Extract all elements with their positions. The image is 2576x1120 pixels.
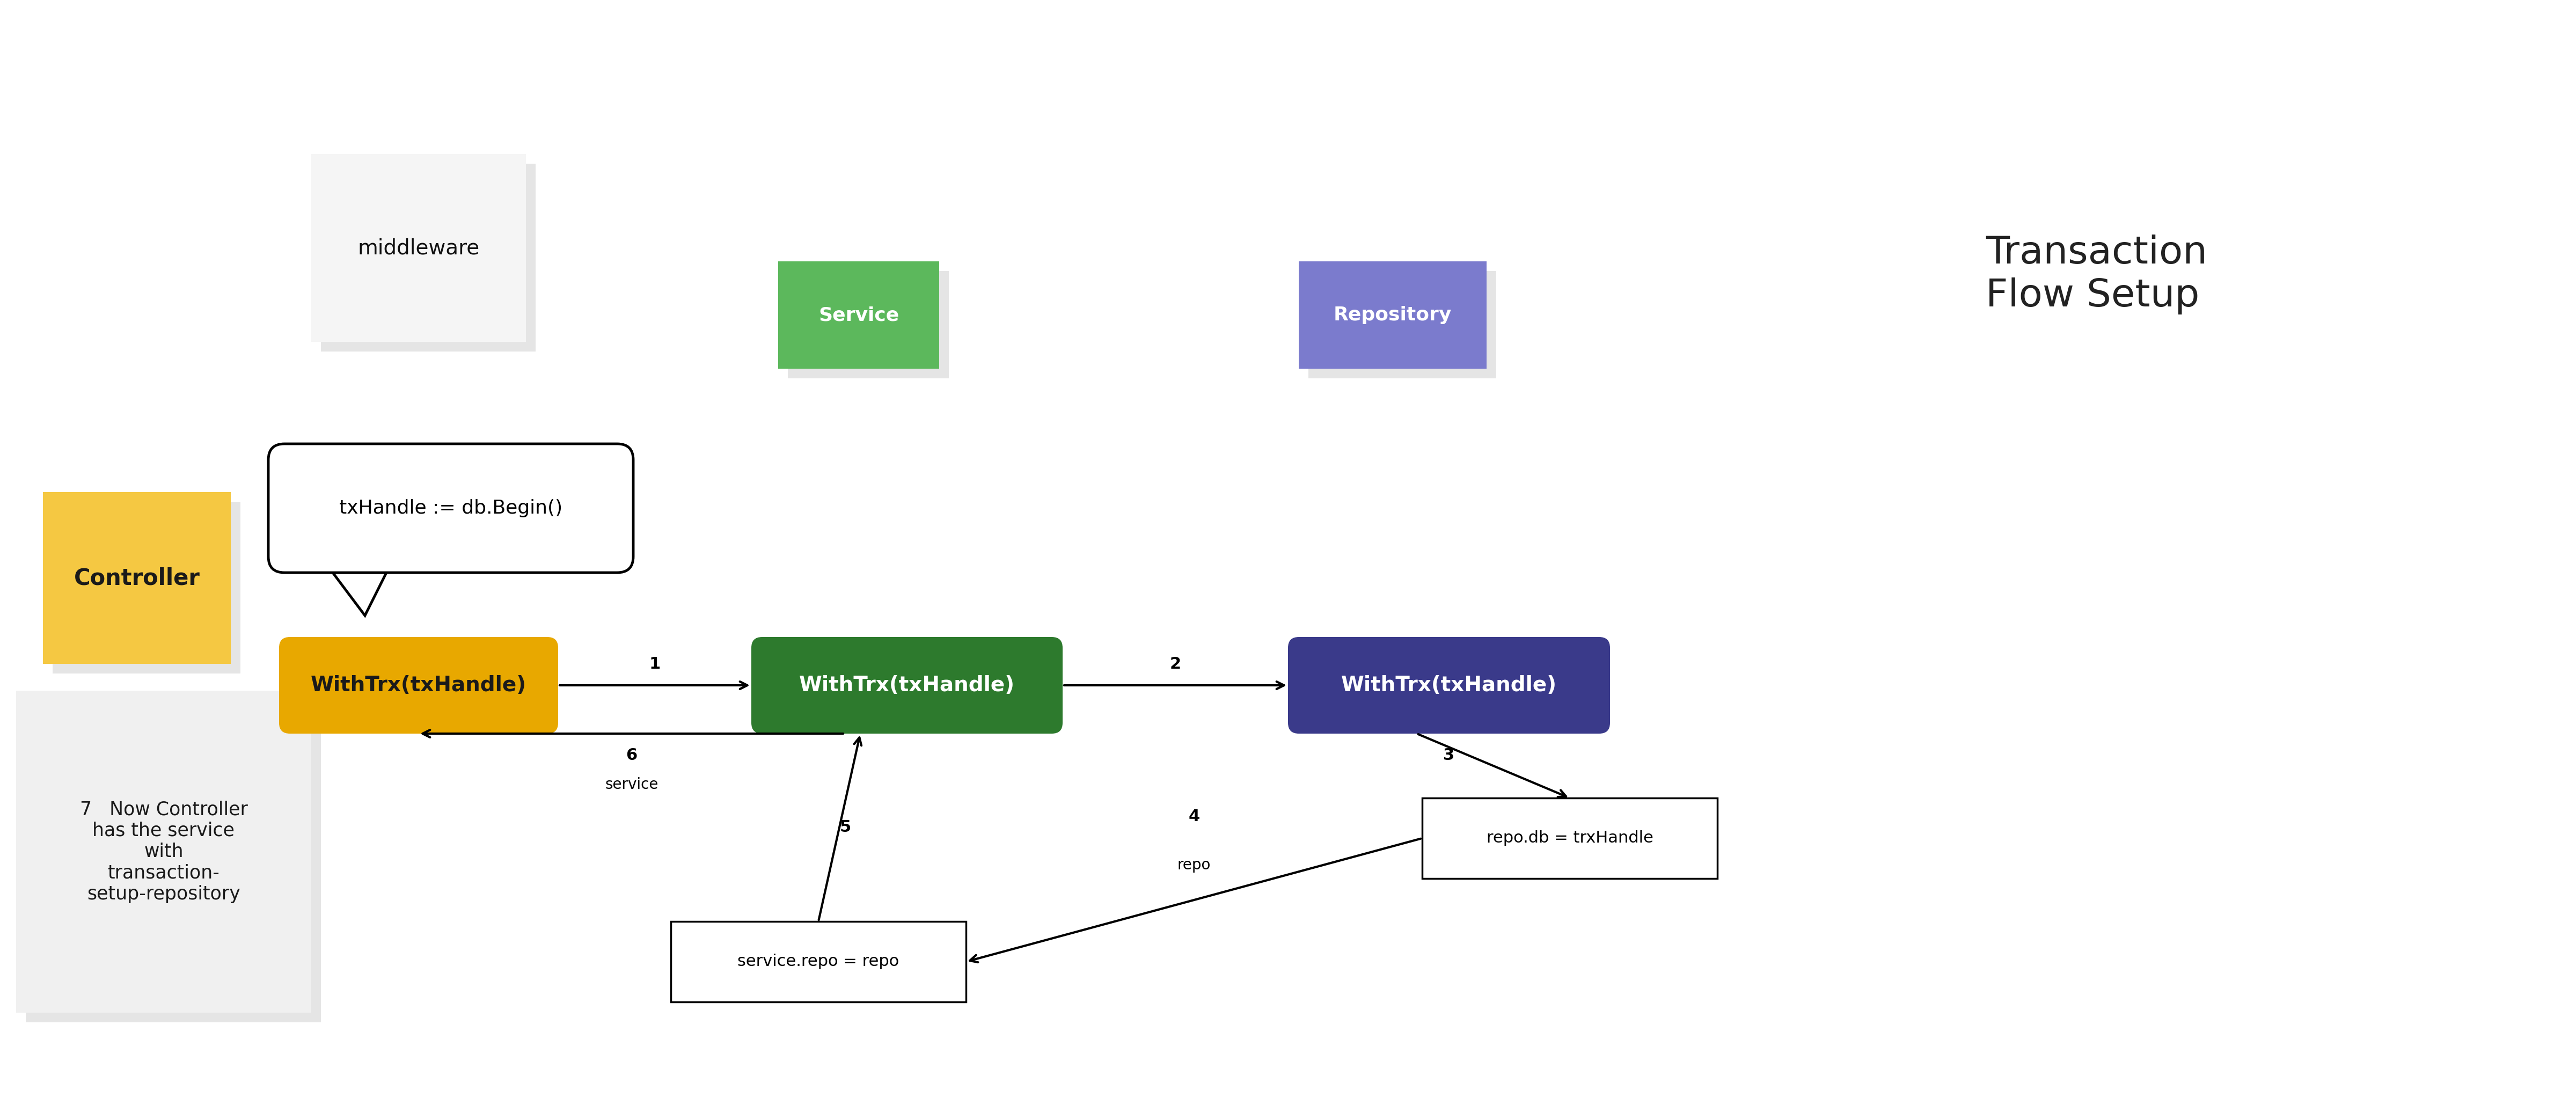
- PathPatch shape: [332, 572, 386, 616]
- FancyBboxPatch shape: [1288, 637, 1610, 734]
- FancyBboxPatch shape: [15, 691, 312, 1012]
- FancyBboxPatch shape: [44, 492, 232, 664]
- Text: WithTrx(txHandle): WithTrx(txHandle): [1342, 675, 1556, 696]
- FancyBboxPatch shape: [268, 444, 634, 572]
- FancyBboxPatch shape: [1298, 261, 1486, 368]
- FancyBboxPatch shape: [788, 271, 948, 379]
- Text: WithTrx(txHandle): WithTrx(txHandle): [799, 675, 1015, 696]
- FancyBboxPatch shape: [278, 637, 559, 734]
- Text: Transaction
Flow Setup: Transaction Flow Setup: [1986, 234, 2208, 315]
- FancyBboxPatch shape: [752, 637, 1064, 734]
- Text: repo.db = trxHandle: repo.db = trxHandle: [1486, 830, 1654, 846]
- Text: service.repo = repo: service.repo = repo: [737, 954, 899, 970]
- FancyBboxPatch shape: [670, 922, 966, 1002]
- Text: 6: 6: [626, 747, 636, 763]
- FancyBboxPatch shape: [1422, 799, 1718, 878]
- Text: 1: 1: [649, 656, 659, 672]
- Text: service: service: [605, 777, 659, 792]
- Text: txHandle := db.Begin(): txHandle := db.Begin(): [340, 500, 562, 517]
- Text: middleware: middleware: [358, 237, 479, 258]
- Text: WithTrx(txHandle): WithTrx(txHandle): [312, 675, 526, 696]
- Text: 2: 2: [1170, 656, 1180, 672]
- FancyBboxPatch shape: [778, 261, 940, 368]
- Text: Repository: Repository: [1334, 306, 1453, 324]
- FancyBboxPatch shape: [1309, 271, 1497, 379]
- Text: 5: 5: [840, 820, 850, 836]
- FancyBboxPatch shape: [322, 164, 536, 352]
- Text: 3: 3: [1443, 747, 1455, 763]
- Text: Service: Service: [819, 306, 899, 324]
- Text: 7   Now Controller
has the service
with
transaction-
setup-repository: 7 Now Controller has the service with tr…: [80, 801, 247, 903]
- FancyBboxPatch shape: [52, 502, 240, 673]
- Text: repo: repo: [1177, 858, 1211, 872]
- FancyBboxPatch shape: [312, 155, 526, 342]
- FancyBboxPatch shape: [26, 700, 322, 1023]
- Text: Controller: Controller: [75, 567, 201, 589]
- Text: 4: 4: [1188, 809, 1200, 824]
